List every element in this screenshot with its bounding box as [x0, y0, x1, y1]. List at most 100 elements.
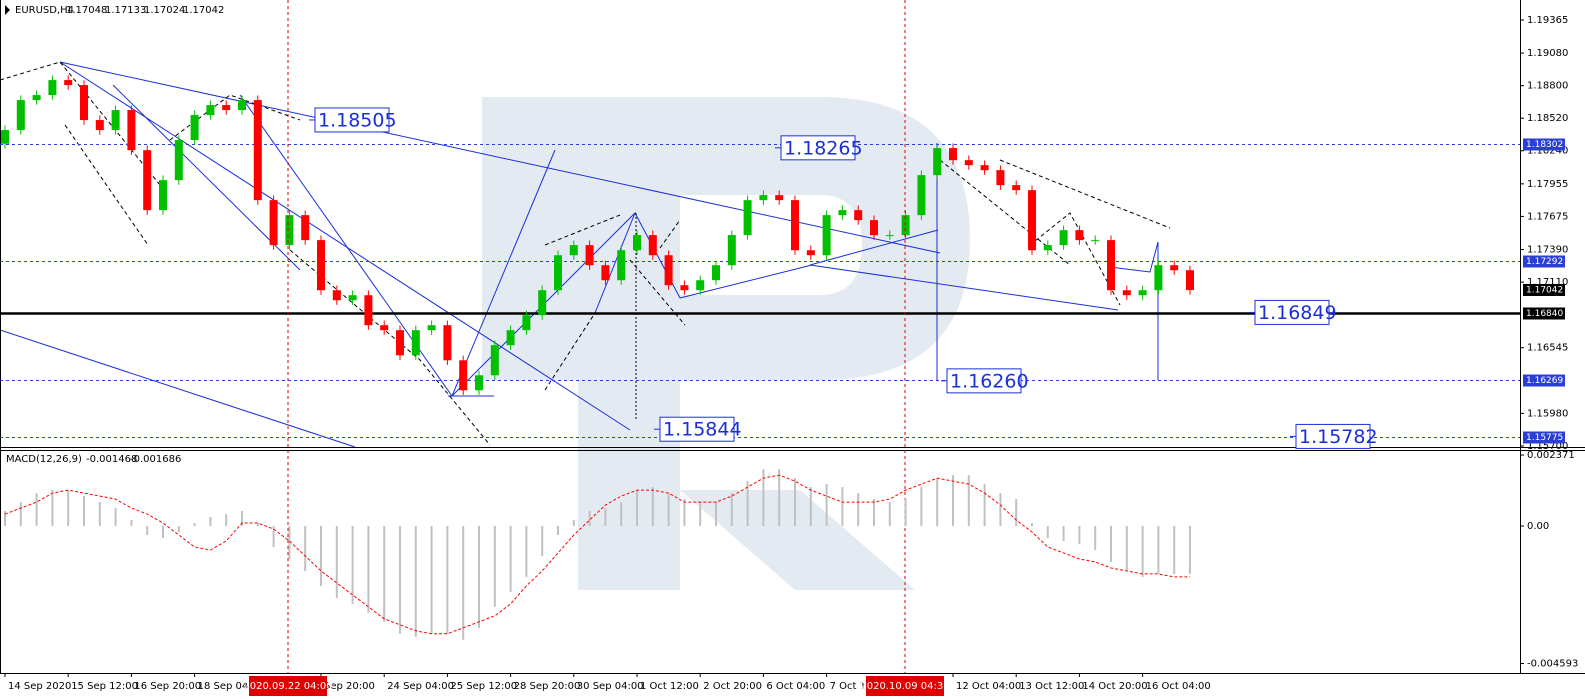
x-tick-label: 12 Oct 04:00 [956, 681, 1021, 692]
x-tick-label: 18 Sep 04:00 [198, 681, 265, 692]
annotation-box [946, 368, 1022, 394]
candle-body [396, 330, 404, 356]
candle-body [80, 85, 88, 121]
candle-body [901, 215, 910, 236]
y-tick-label: 1.17675 [1527, 211, 1568, 222]
level-tag [1523, 431, 1565, 444]
candle-body [648, 235, 657, 256]
candle-body [1138, 290, 1147, 296]
candle-body [838, 210, 847, 216]
level-tag [1523, 307, 1565, 320]
trend-line [679, 264, 813, 299]
candle-body [159, 180, 167, 211]
candle-body [569, 245, 578, 256]
y-tick-label: 1.19080 [1527, 48, 1568, 59]
trend-line [59, 61, 631, 431]
candle-body [870, 220, 878, 236]
ohlc-open: 1.17048 [66, 5, 107, 16]
candle-body [411, 330, 420, 356]
trend-line [112, 84, 301, 271]
candle-body [190, 115, 199, 141]
y-tick-label: -0.004593 [1527, 659, 1578, 670]
trend-line [451, 149, 556, 397]
candle-body [854, 210, 863, 221]
candle-body [490, 345, 499, 376]
candle-body [633, 235, 641, 251]
trend-line [0, 329, 356, 448]
candle-body [806, 250, 815, 256]
candle-body [1012, 185, 1021, 191]
candle-body [791, 200, 799, 251]
watermark-r [482, 97, 970, 590]
candle-body [601, 265, 610, 281]
candle-body [16, 100, 25, 131]
candle-body [1059, 230, 1068, 246]
annotation-label: 1.18505 [318, 109, 397, 131]
x-tick-label: 25 Sep 12:00 [450, 681, 517, 692]
candle-body [111, 110, 120, 131]
candle-body [443, 325, 452, 361]
candle-body [64, 80, 73, 86]
candle-body [680, 285, 689, 291]
candle-body [1091, 240, 1100, 242]
x-tick-label: 1 Oct 12:00 [640, 681, 699, 692]
candle-body [380, 325, 389, 331]
watermark [482, 97, 970, 590]
watermark-leg [680, 490, 915, 590]
annotation-label: 1.15782 [1299, 426, 1378, 448]
candle-body [980, 165, 989, 171]
candle-body [253, 100, 262, 201]
candle-body [427, 325, 436, 331]
candle-body [664, 255, 673, 286]
annotation-label: 1.18265 [784, 137, 863, 159]
candle-body [32, 95, 41, 101]
candle-body [317, 240, 325, 291]
trend-line [594, 212, 636, 314]
candle-body [1154, 265, 1163, 291]
macd-value: -0.001468 [86, 454, 137, 465]
trend-line [1109, 241, 1159, 273]
candle-body [996, 170, 1005, 186]
candle-body [364, 295, 373, 326]
x-tick-label: 13 Oct 12:00 [1019, 681, 1084, 692]
annotation-box [314, 107, 390, 133]
level-tag-label: 1.16269 [1526, 376, 1563, 386]
y-tick-label: 0.002371 [1527, 450, 1575, 461]
candle-body [206, 105, 215, 116]
candle-body [743, 200, 752, 236]
candle-body [459, 360, 468, 391]
y-tick-label: 1.17390 [1527, 245, 1568, 256]
candle-body [285, 215, 294, 246]
drawings [0, 61, 1171, 448]
candle-body [585, 245, 594, 266]
annotation-label: 1.16849 [1258, 302, 1337, 324]
signal-value: -0.001686 [130, 454, 181, 465]
candle-body [269, 200, 278, 246]
dashed-channel [0, 61, 1171, 446]
ohlc-high: 1.17133 [105, 5, 146, 16]
candle-body [775, 195, 784, 201]
candle-body [822, 215, 831, 256]
candle-body [885, 235, 894, 237]
candle-body [1028, 190, 1036, 251]
candle-body [48, 80, 57, 96]
x-tick-label: 7 Oct 12: [830, 681, 876, 692]
candle-body [127, 110, 136, 151]
marker-tag [866, 676, 944, 696]
level-tag-label: 1.15775 [1526, 433, 1563, 443]
x-tick-label: 14 Oct 20:00 [1082, 681, 1147, 692]
candle-body [522, 315, 531, 331]
annotation-label: 1.16260 [950, 370, 1029, 392]
candle-body [617, 250, 626, 281]
signal-line [4, 474, 1190, 635]
current-price-tag [1523, 283, 1565, 296]
x-tick-label: 16 Sep 20:00 [134, 681, 201, 692]
marker-label: 2020.10.09 04:30 [860, 681, 949, 692]
trend-line [809, 264, 1119, 311]
level-tag [1523, 138, 1565, 151]
x-tick-label: 16 Oct 04:00 [1146, 681, 1211, 692]
candle-body [95, 120, 104, 131]
candle-body [506, 330, 515, 346]
annotation-box [1295, 423, 1371, 449]
